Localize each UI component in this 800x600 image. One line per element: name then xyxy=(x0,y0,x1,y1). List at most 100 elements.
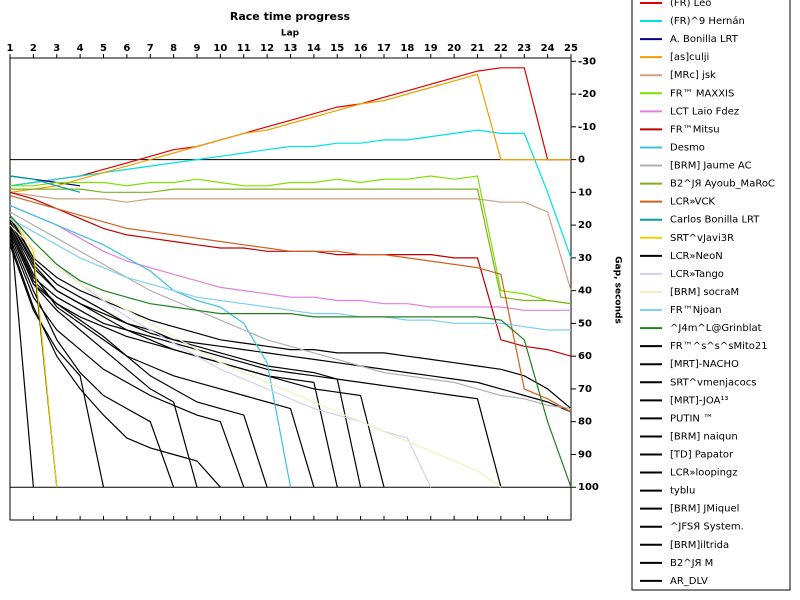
legend-label: [BRM] socraM xyxy=(670,287,739,298)
legend-label: ^JFSЯ System. xyxy=(670,522,744,533)
legend-label: LCR»VCK xyxy=(670,197,715,208)
series-line xyxy=(9,224,572,413)
series-line xyxy=(9,231,338,488)
series-line xyxy=(9,73,571,193)
x-tick-label: 21 xyxy=(471,43,485,54)
series-line xyxy=(9,228,502,488)
series-line xyxy=(9,234,175,488)
y-tick-label: 30 xyxy=(578,253,592,264)
x-tick-label: 9 xyxy=(194,43,201,54)
series-line xyxy=(9,218,571,331)
y-tick-label: 90 xyxy=(578,449,592,460)
legend-label: ^J4m^L@Grinblat xyxy=(670,323,762,334)
x-tick-label: 4 xyxy=(77,43,84,54)
x-axis-label: Lap xyxy=(281,29,300,39)
legend-label: tyblu xyxy=(670,486,695,497)
x-tick-label: 3 xyxy=(53,43,60,54)
legend-label: FR™ MAXXIS xyxy=(670,88,734,99)
series-line xyxy=(9,231,198,488)
x-tick-label: 8 xyxy=(170,43,177,54)
x-tick-label: 1 xyxy=(7,43,14,54)
legend-label: FR™Njoan xyxy=(670,305,722,316)
legend-label: AR_DLV xyxy=(670,576,708,587)
legend-label: LCR»NeoN xyxy=(670,251,723,262)
legend-label: LCT Laio Fdez xyxy=(670,106,739,117)
legend-label: [as]culji xyxy=(670,52,709,63)
legend-label: [BRM] JMiquel xyxy=(670,504,739,515)
legend-label: [BRM] Jaume AC xyxy=(670,161,752,172)
x-tick-label: 16 xyxy=(354,43,368,54)
series-line xyxy=(9,241,221,488)
y-tick-label: 10 xyxy=(578,187,592,198)
y-tick-label: 50 xyxy=(578,318,592,329)
legend-label: (FR) Leo xyxy=(670,0,711,9)
legend-label: [MRc] jsk xyxy=(670,70,716,81)
legend-label: Carlos Bonilla LRT xyxy=(670,215,760,226)
series-line xyxy=(10,175,572,305)
series-line xyxy=(9,224,502,488)
series-line xyxy=(9,224,315,488)
y-tick-label: 0 xyxy=(578,155,585,166)
y-tick-label: -30 xyxy=(578,56,596,67)
legend-label: (FR)^9 Hernán xyxy=(670,15,745,27)
legend-label: LCR»Tango xyxy=(670,269,724,280)
x-tick-label: 22 xyxy=(494,43,508,54)
legend-label: [MRT]-NACHO xyxy=(670,359,739,370)
x-tick-label: 2 xyxy=(30,43,37,54)
y-tick-label: -20 xyxy=(578,89,596,100)
legend-label: SRT^vmenjacocs xyxy=(670,377,756,388)
x-tick-label: 13 xyxy=(284,43,298,54)
legend-label: FR™^s^s^sMito21 xyxy=(670,341,768,352)
series-line xyxy=(9,244,105,488)
legend-label: A. Bonilla LRT xyxy=(670,34,739,45)
y-tick-label: 80 xyxy=(578,417,592,428)
y-axis-label: Gap, seconds xyxy=(613,256,623,324)
x-tick-label: 24 xyxy=(541,43,555,54)
x-tick-label: 12 xyxy=(260,43,274,54)
legend-label: [BRM] naiqun xyxy=(670,431,738,442)
series-line xyxy=(9,218,34,488)
chart-title: Race time progress xyxy=(230,10,351,23)
x-tick-label: 6 xyxy=(123,43,130,54)
series-line xyxy=(9,211,572,410)
legend-label: LCR»loopingz xyxy=(670,468,738,479)
legend-label: FR™Mitsu xyxy=(670,124,720,135)
series-line xyxy=(9,204,571,311)
series-line xyxy=(9,204,292,488)
legend-label: B2^JЯ M xyxy=(670,558,713,569)
legend-label: SRT^vJavi3R xyxy=(670,233,734,244)
series-line xyxy=(9,195,572,413)
x-tick-label: 17 xyxy=(377,43,391,54)
legend-box xyxy=(631,0,791,591)
legend-label: PUTIN ™ xyxy=(670,413,713,424)
legend-label: [MRT]-JOA¹³ xyxy=(670,395,728,406)
x-tick-label: 25 xyxy=(564,43,578,54)
legend-label: B2^JЯ Ayoub_MaRoC xyxy=(670,179,775,190)
x-tick-label: 15 xyxy=(330,43,344,54)
legend-label: [BRM]iltrida xyxy=(670,540,729,551)
series-line xyxy=(9,237,245,488)
x-tick-label: 10 xyxy=(213,43,227,54)
x-tick-label: 20 xyxy=(447,43,461,54)
series-line xyxy=(9,175,81,193)
x-tick-label: 14 xyxy=(307,43,321,54)
y-tick-label: 20 xyxy=(578,220,592,231)
x-tick-label: 11 xyxy=(237,43,251,54)
series-line xyxy=(9,214,572,488)
x-tick-label: 18 xyxy=(400,43,414,54)
legend-label: Desmo xyxy=(670,142,705,153)
series-line xyxy=(9,191,572,291)
x-tick-label: 19 xyxy=(424,43,438,54)
series-line xyxy=(9,214,58,488)
x-tick-label: 23 xyxy=(517,43,531,54)
y-tick-label: 70 xyxy=(578,384,592,395)
x-tick-label: 5 xyxy=(100,43,107,54)
y-tick-label: 40 xyxy=(578,286,592,297)
y-tick-label: 60 xyxy=(578,351,592,362)
x-tick-label: 7 xyxy=(147,43,154,54)
y-tick-label: 100 xyxy=(578,482,599,493)
y-tick-label: -10 xyxy=(578,122,596,133)
legend-label: [TD] Papator xyxy=(670,450,734,461)
